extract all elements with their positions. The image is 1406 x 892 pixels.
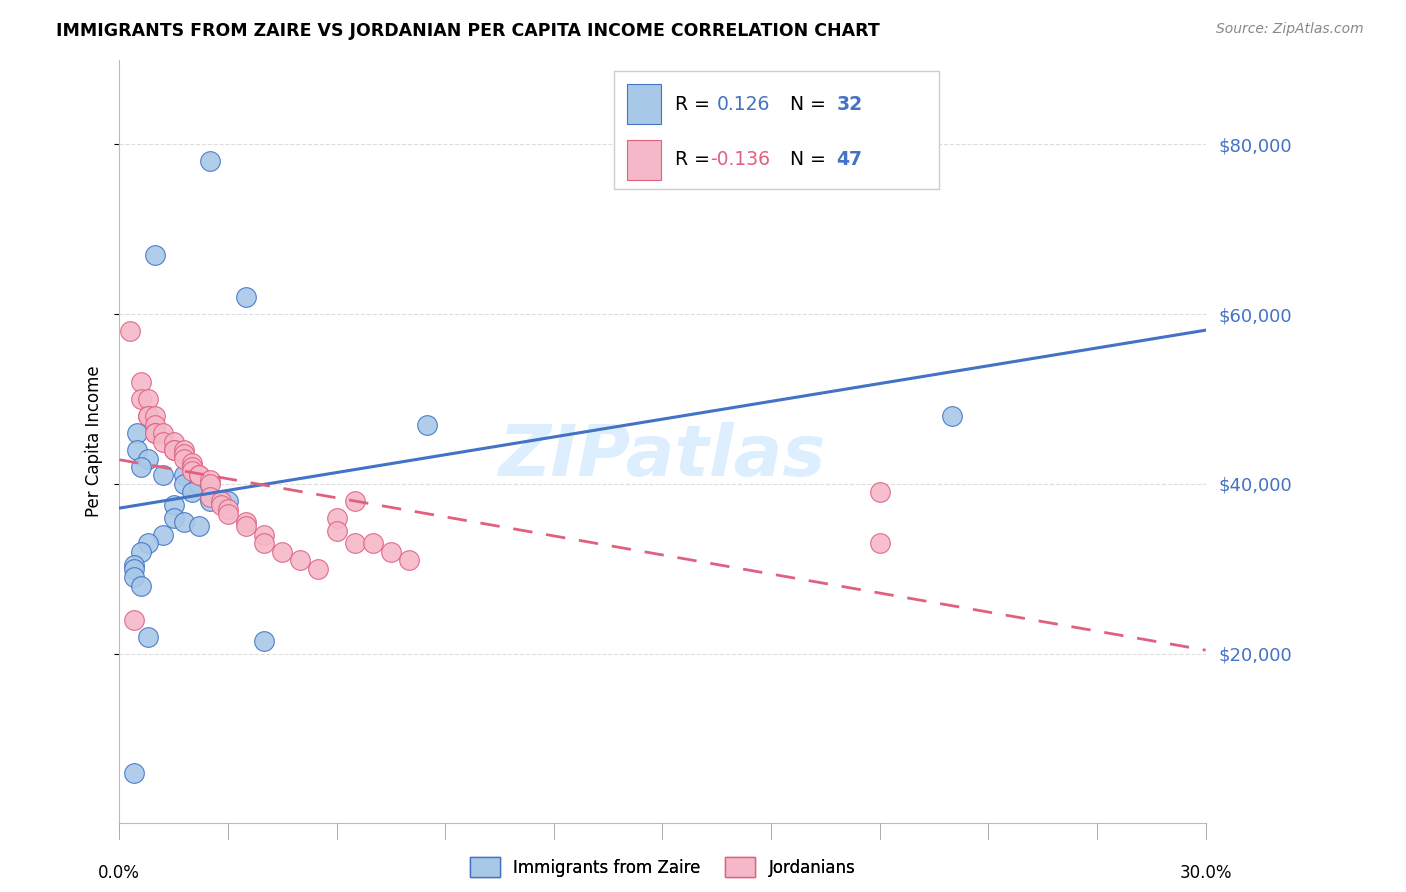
Point [122,613,145,627]
Point [941,409,963,423]
Point [187,519,209,533]
Text: 47: 47 [837,151,862,169]
Point [162,443,184,458]
Point [173,451,195,466]
Text: R =: R = [675,95,717,113]
Point [180,464,202,478]
Point [253,536,276,550]
Point [235,519,257,533]
Point [152,468,174,483]
Point [217,494,239,508]
Point [198,154,221,169]
Point [187,468,209,483]
FancyBboxPatch shape [627,140,661,179]
Point [152,425,174,440]
Point [152,434,174,449]
Point [122,570,145,584]
Point [398,553,420,567]
Point [173,443,195,458]
Point [173,468,195,483]
Point [325,511,347,525]
Point [198,494,221,508]
Point [217,507,239,521]
Point [136,392,159,406]
Point [253,528,276,542]
Point [271,545,294,559]
Text: 30.0%: 30.0% [1180,863,1232,881]
Point [145,417,167,432]
Point [235,290,257,304]
Point [217,502,239,516]
FancyBboxPatch shape [627,85,661,124]
Point [343,536,366,550]
Point [122,558,145,572]
Point [325,524,347,538]
Point [343,494,366,508]
Point [162,434,184,449]
Point [209,498,232,512]
Point [136,630,159,644]
Point [127,425,149,440]
Point [173,477,195,491]
Point [180,485,202,500]
Point [380,545,402,559]
Point [187,477,209,491]
Point [290,553,312,567]
Point [136,409,159,423]
Point [136,451,159,466]
Text: N =: N = [790,151,831,169]
Point [127,443,149,458]
Text: IMMIGRANTS FROM ZAIRE VS JORDANIAN PER CAPITA INCOME CORRELATION CHART: IMMIGRANTS FROM ZAIRE VS JORDANIAN PER C… [56,22,880,40]
Point [120,324,142,338]
Point [145,248,167,262]
Point [122,765,145,780]
Point [869,536,891,550]
Point [253,634,276,648]
Point [307,562,329,576]
Y-axis label: Per Capita Income: Per Capita Income [86,366,103,517]
Point [180,456,202,470]
Point [129,579,152,593]
Point [152,528,174,542]
Point [129,375,152,389]
Point [198,477,221,491]
Point [145,425,167,440]
Legend: Immigrants from Zaire, Jordanians: Immigrants from Zaire, Jordanians [463,850,862,884]
Point [198,473,221,487]
Point [235,515,257,529]
Point [361,536,384,550]
Point [187,477,209,491]
Point [162,443,184,458]
Point [173,515,195,529]
Point [129,545,152,559]
Point [869,485,891,500]
Text: 0.0%: 0.0% [98,863,141,881]
Point [209,494,232,508]
Text: Source: ZipAtlas.com: Source: ZipAtlas.com [1216,22,1364,37]
Point [198,490,221,504]
Point [136,409,159,423]
Point [136,536,159,550]
Point [162,498,184,512]
Text: -0.136: -0.136 [710,151,770,169]
Point [198,490,221,504]
Point [187,468,209,483]
Point [145,425,167,440]
Point [416,417,439,432]
Text: ZIPatlas: ZIPatlas [499,422,827,491]
Point [129,460,152,475]
Text: R =: R = [675,151,717,169]
Text: 0.126: 0.126 [717,95,770,113]
Point [180,460,202,475]
Text: N =: N = [790,95,831,113]
FancyBboxPatch shape [613,71,939,189]
Point [122,562,145,576]
Point [173,447,195,461]
Point [162,511,184,525]
Point [145,409,167,423]
Text: 32: 32 [837,95,862,113]
Point [129,392,152,406]
